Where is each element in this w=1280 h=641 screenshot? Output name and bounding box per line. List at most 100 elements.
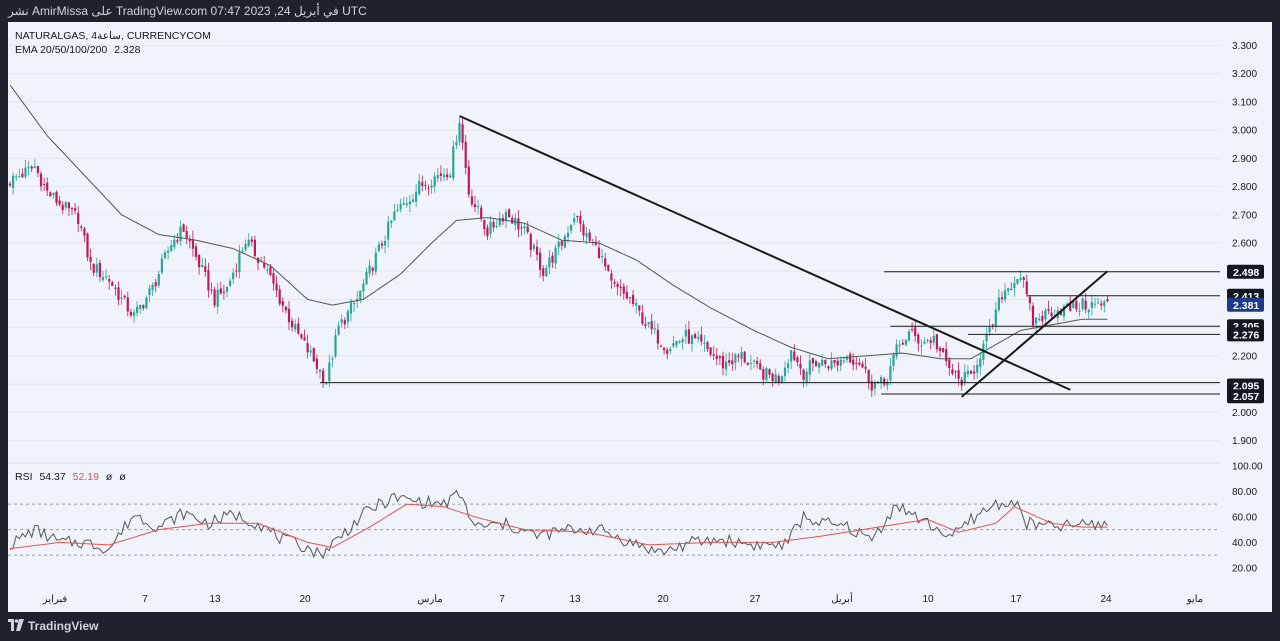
candle-body: [628, 297, 632, 299]
candle-body: [979, 358, 982, 367]
candle-body: [1050, 312, 1053, 317]
candle-body: [656, 329, 659, 344]
candle-body: [129, 311, 132, 316]
candle-body: [64, 202, 67, 208]
candle-body: [343, 320, 346, 325]
candle-body: [250, 239, 253, 242]
candle-body: [616, 283, 619, 287]
candle-body: [867, 369, 870, 384]
candle-body: [703, 342, 706, 344]
price-tick-label: 1.900: [1232, 436, 1257, 447]
candle-body: [182, 224, 185, 232]
candle-body: [1075, 300, 1078, 310]
time-tick-label: 13: [209, 594, 221, 605]
candle-body: [269, 266, 272, 276]
candle-body: [715, 355, 718, 359]
candle-body: [405, 203, 408, 206]
candle-body: [86, 233, 89, 258]
rsi-pane[interactable]: [8, 503, 1220, 556]
candle-body: [346, 311, 349, 323]
rsi-tick-label: 20.00: [1232, 563, 1257, 574]
candle-body: [1028, 296, 1031, 304]
time-tick-label: 13: [569, 594, 581, 605]
time-tick-label: 17: [1010, 594, 1022, 605]
candle-body: [898, 344, 901, 346]
price-tick-label: 3.000: [1232, 126, 1257, 137]
candle-body: [728, 360, 731, 363]
candle-body: [1103, 301, 1106, 307]
candle-body: [886, 381, 889, 386]
candle-body: [461, 124, 464, 143]
candle-body: [43, 183, 46, 185]
candle-body: [613, 281, 616, 284]
candle-body: [278, 289, 281, 304]
candle-body: [176, 240, 179, 242]
candle-body: [229, 280, 232, 286]
trendline[interactable]: [961, 270, 1109, 398]
candle-body: [973, 371, 976, 374]
candle-body: [601, 255, 604, 257]
candle-body: [892, 354, 895, 366]
candle-body: [542, 268, 545, 276]
candle-body: [163, 252, 167, 258]
candle-body: [721, 355, 725, 369]
time-tick-label: 7: [142, 594, 148, 605]
candle-body: [889, 366, 892, 381]
candle-body: [380, 243, 384, 246]
candle-body: [263, 262, 266, 268]
candle-body: [752, 360, 756, 362]
candle-body: [997, 297, 1000, 310]
candle-body: [622, 286, 625, 294]
price-pane[interactable]: [8, 44, 1220, 442]
footer-brand-text: TradingView: [28, 619, 99, 633]
candle-body: [83, 228, 86, 236]
trendline[interactable]: [459, 115, 1071, 391]
candle-body: [508, 209, 511, 218]
price-badge: 2.498: [1227, 264, 1264, 279]
candle-body: [610, 273, 613, 281]
candle-body: [173, 239, 176, 248]
candle-body: [136, 306, 139, 313]
candle-body: [291, 320, 294, 328]
candle-body: [1025, 281, 1028, 295]
candle-body: [821, 359, 824, 366]
candle-body: [954, 371, 957, 373]
candle-body: [387, 221, 390, 240]
candle-body: [718, 356, 721, 359]
candle-body: [170, 245, 173, 252]
candle-body: [377, 244, 380, 251]
candle-body: [77, 212, 80, 225]
price-tick-label: 2.200: [1232, 351, 1257, 362]
candle-body: [139, 304, 142, 309]
price-axis-background: [1228, 22, 1272, 612]
candle-body: [604, 258, 607, 267]
candle-body: [328, 362, 331, 382]
candle-body: [449, 175, 452, 178]
candle-body: [21, 173, 24, 178]
candle-body: [650, 321, 653, 330]
rsi-tick-label: 60.00: [1232, 512, 1257, 523]
rsi-line: [9, 489, 1108, 560]
candle-body: [191, 239, 194, 249]
candle-body: [845, 356, 849, 360]
candle-body: [12, 175, 15, 188]
candle-body: [951, 369, 954, 374]
candle-body: [61, 204, 64, 211]
candle-body: [836, 360, 839, 366]
tradingview-logo[interactable]: TradingView: [8, 618, 98, 634]
candle-body: [808, 360, 811, 375]
chart-panel[interactable]: [8, 22, 1228, 612]
candle-body: [148, 288, 151, 296]
candle-body: [309, 350, 312, 353]
candle-body: [142, 304, 145, 309]
candle-body: [204, 266, 207, 272]
candle-body: [560, 241, 563, 246]
candle-body: [619, 286, 622, 289]
candle-body: [945, 349, 948, 362]
candle-body: [247, 239, 250, 246]
candle-body: [98, 262, 101, 278]
candle-body: [759, 363, 762, 370]
candle-body: [666, 349, 669, 354]
price-badge: 2.381: [1227, 297, 1264, 312]
